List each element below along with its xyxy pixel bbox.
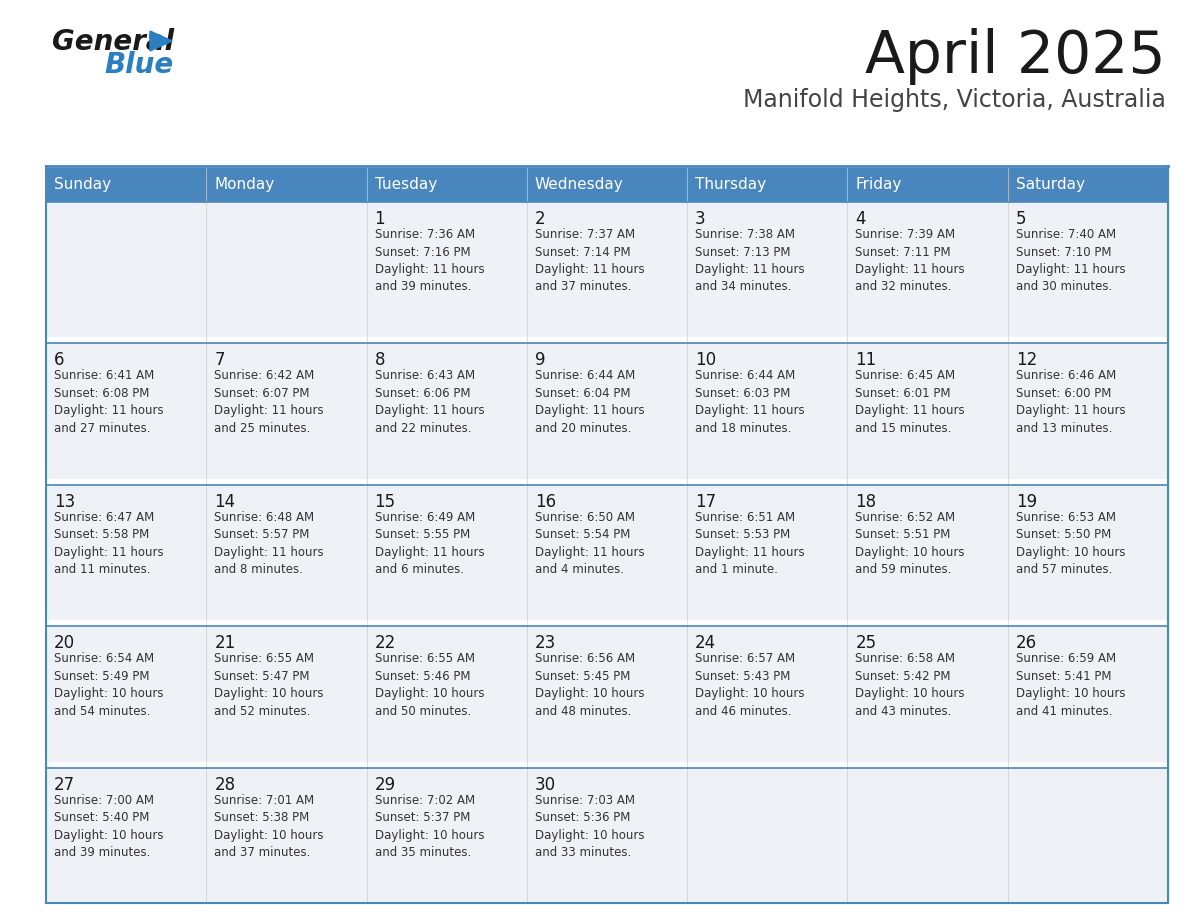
Text: Sunrise: 7:40 AM
Sunset: 7:10 PM
Daylight: 11 hours
and 30 minutes.: Sunrise: 7:40 AM Sunset: 7:10 PM Dayligh… [1016,228,1125,294]
Text: 16: 16 [535,493,556,510]
Text: Sunrise: 6:57 AM
Sunset: 5:43 PM
Daylight: 10 hours
and 46 minutes.: Sunrise: 6:57 AM Sunset: 5:43 PM Dayligh… [695,652,804,718]
Text: Sunrise: 6:51 AM
Sunset: 5:53 PM
Daylight: 11 hours
and 1 minute.: Sunrise: 6:51 AM Sunset: 5:53 PM Dayligh… [695,510,804,577]
Bar [46,343,1168,479]
Text: Thursday: Thursday [695,177,766,193]
Text: Sunrise: 6:55 AM
Sunset: 5:46 PM
Daylight: 10 hours
and 50 minutes.: Sunrise: 6:55 AM Sunset: 5:46 PM Dayligh… [374,652,484,718]
Text: Sunrise: 6:49 AM
Sunset: 5:55 PM
Daylight: 11 hours
and 6 minutes.: Sunrise: 6:49 AM Sunset: 5:55 PM Dayligh… [374,510,485,577]
Text: Sunrise: 6:48 AM
Sunset: 5:57 PM
Daylight: 11 hours
and 8 minutes.: Sunrise: 6:48 AM Sunset: 5:57 PM Dayligh… [214,510,324,577]
Bar [46,767,1168,903]
Text: Sunday: Sunday [53,177,112,193]
Text: Sunrise: 6:52 AM
Sunset: 5:51 PM
Daylight: 10 hours
and 59 minutes.: Sunrise: 6:52 AM Sunset: 5:51 PM Dayligh… [855,510,965,577]
Text: 10: 10 [695,352,716,369]
Text: Sunrise: 6:44 AM
Sunset: 6:04 PM
Daylight: 11 hours
and 20 minutes.: Sunrise: 6:44 AM Sunset: 6:04 PM Dayligh… [535,369,644,435]
Text: Sunrise: 6:45 AM
Sunset: 6:01 PM
Daylight: 11 hours
and 15 minutes.: Sunrise: 6:45 AM Sunset: 6:01 PM Dayligh… [855,369,965,435]
Text: 12: 12 [1016,352,1037,369]
Text: Monday: Monday [214,177,274,193]
Text: 30: 30 [535,776,556,793]
Text: Sunrise: 7:01 AM
Sunset: 5:38 PM
Daylight: 10 hours
and 37 minutes.: Sunrise: 7:01 AM Sunset: 5:38 PM Dayligh… [214,793,324,859]
Text: 2: 2 [535,210,545,228]
Text: Sunrise: 6:42 AM
Sunset: 6:07 PM
Daylight: 11 hours
and 25 minutes.: Sunrise: 6:42 AM Sunset: 6:07 PM Dayligh… [214,369,324,435]
Text: 25: 25 [855,634,877,652]
Text: Manifold Heights, Victoria, Australia: Manifold Heights, Victoria, Australia [744,88,1165,112]
Text: 13: 13 [53,493,75,510]
Text: Sunrise: 6:41 AM
Sunset: 6:08 PM
Daylight: 11 hours
and 27 minutes.: Sunrise: 6:41 AM Sunset: 6:08 PM Dayligh… [53,369,164,435]
Text: Sunrise: 6:55 AM
Sunset: 5:47 PM
Daylight: 10 hours
and 52 minutes.: Sunrise: 6:55 AM Sunset: 5:47 PM Dayligh… [214,652,324,718]
Text: 23: 23 [535,634,556,652]
Text: 18: 18 [855,493,877,510]
Text: Sunrise: 7:02 AM
Sunset: 5:37 PM
Daylight: 10 hours
and 35 minutes.: Sunrise: 7:02 AM Sunset: 5:37 PM Dayligh… [374,793,484,859]
Text: Sunrise: 7:38 AM
Sunset: 7:13 PM
Daylight: 11 hours
and 34 minutes.: Sunrise: 7:38 AM Sunset: 7:13 PM Dayligh… [695,228,804,294]
Text: 9: 9 [535,352,545,369]
Text: 4: 4 [855,210,866,228]
Text: 8: 8 [374,352,385,369]
Text: 17: 17 [695,493,716,510]
Text: General: General [52,28,175,56]
Text: Tuesday: Tuesday [374,177,437,193]
Text: Sunrise: 6:43 AM
Sunset: 6:06 PM
Daylight: 11 hours
and 22 minutes.: Sunrise: 6:43 AM Sunset: 6:06 PM Dayligh… [374,369,485,435]
Text: Sunrise: 7:03 AM
Sunset: 5:36 PM
Daylight: 10 hours
and 33 minutes.: Sunrise: 7:03 AM Sunset: 5:36 PM Dayligh… [535,793,644,859]
Text: 20: 20 [53,634,75,652]
Text: 7: 7 [214,352,225,369]
Text: Sunrise: 6:54 AM
Sunset: 5:49 PM
Daylight: 10 hours
and 54 minutes.: Sunrise: 6:54 AM Sunset: 5:49 PM Dayligh… [53,652,164,718]
Text: Sunrise: 6:47 AM
Sunset: 5:58 PM
Daylight: 11 hours
and 11 minutes.: Sunrise: 6:47 AM Sunset: 5:58 PM Dayligh… [53,510,164,577]
Text: Blue: Blue [105,51,173,79]
Text: 24: 24 [695,634,716,652]
Text: Sunrise: 6:50 AM
Sunset: 5:54 PM
Daylight: 11 hours
and 4 minutes.: Sunrise: 6:50 AM Sunset: 5:54 PM Dayligh… [535,510,644,577]
Text: Sunrise: 6:59 AM
Sunset: 5:41 PM
Daylight: 10 hours
and 41 minutes.: Sunrise: 6:59 AM Sunset: 5:41 PM Dayligh… [1016,652,1125,718]
Text: 29: 29 [374,776,396,793]
Text: 15: 15 [374,493,396,510]
Text: Sunrise: 6:46 AM
Sunset: 6:00 PM
Daylight: 11 hours
and 13 minutes.: Sunrise: 6:46 AM Sunset: 6:00 PM Dayligh… [1016,369,1125,435]
Text: Sunrise: 6:56 AM
Sunset: 5:45 PM
Daylight: 10 hours
and 48 minutes.: Sunrise: 6:56 AM Sunset: 5:45 PM Dayligh… [535,652,644,718]
Text: Friday: Friday [855,177,902,193]
Text: 19: 19 [1016,493,1037,510]
Text: April 2025: April 2025 [865,28,1165,85]
Text: 27: 27 [53,776,75,793]
Text: 28: 28 [214,776,235,793]
Polygon shape [150,31,172,51]
Bar [46,626,1168,762]
Text: Wednesday: Wednesday [535,177,624,193]
Text: Sunrise: 7:00 AM
Sunset: 5:40 PM
Daylight: 10 hours
and 39 minutes.: Sunrise: 7:00 AM Sunset: 5:40 PM Dayligh… [53,793,164,859]
Text: Sunrise: 6:44 AM
Sunset: 6:03 PM
Daylight: 11 hours
and 18 minutes.: Sunrise: 6:44 AM Sunset: 6:03 PM Dayligh… [695,369,804,435]
Text: 5: 5 [1016,210,1026,228]
Text: 3: 3 [695,210,706,228]
Text: 11: 11 [855,352,877,369]
Text: Sunrise: 6:53 AM
Sunset: 5:50 PM
Daylight: 10 hours
and 57 minutes.: Sunrise: 6:53 AM Sunset: 5:50 PM Dayligh… [1016,510,1125,577]
Text: Sunrise: 7:36 AM
Sunset: 7:16 PM
Daylight: 11 hours
and 39 minutes.: Sunrise: 7:36 AM Sunset: 7:16 PM Dayligh… [374,228,485,294]
Text: 1: 1 [374,210,385,228]
Text: 22: 22 [374,634,396,652]
Text: 21: 21 [214,634,235,652]
Text: 26: 26 [1016,634,1037,652]
Text: 6: 6 [53,352,64,369]
Text: Saturday: Saturday [1016,177,1085,193]
Text: Sunrise: 6:58 AM
Sunset: 5:42 PM
Daylight: 10 hours
and 43 minutes.: Sunrise: 6:58 AM Sunset: 5:42 PM Dayligh… [855,652,965,718]
Bar [46,485,1168,621]
Text: Sunrise: 7:37 AM
Sunset: 7:14 PM
Daylight: 11 hours
and 37 minutes.: Sunrise: 7:37 AM Sunset: 7:14 PM Dayligh… [535,228,644,294]
Text: Sunrise: 7:39 AM
Sunset: 7:11 PM
Daylight: 11 hours
and 32 minutes.: Sunrise: 7:39 AM Sunset: 7:11 PM Dayligh… [855,228,965,294]
Text: 14: 14 [214,493,235,510]
Bar [46,168,1168,202]
Bar [46,202,1168,338]
